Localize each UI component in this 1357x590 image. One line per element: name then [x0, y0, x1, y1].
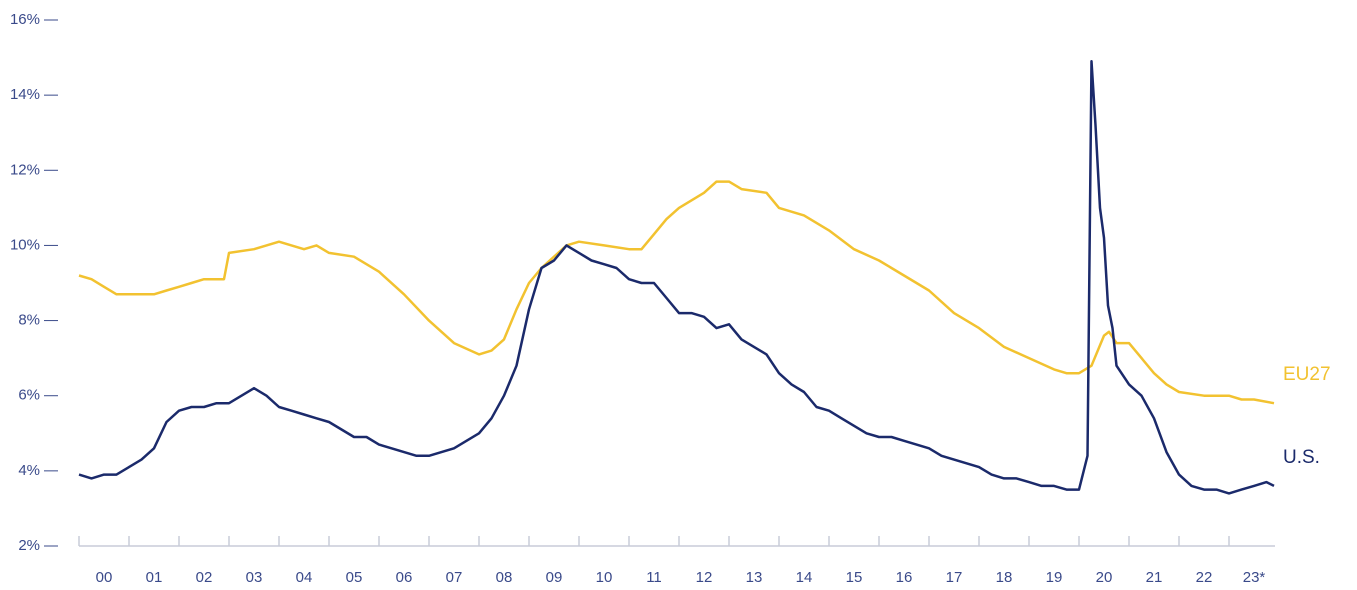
x-tick-label: 19 — [1046, 569, 1063, 586]
x-tick-label: 01 — [146, 569, 163, 586]
y-tick-label: 6% — [18, 387, 40, 404]
x-tick-label: 12 — [696, 569, 713, 586]
y-tick-label: 16% — [10, 11, 40, 28]
x-tick-label: 06 — [396, 569, 413, 586]
x-tick-label: 08 — [496, 569, 513, 586]
y-tick-label: 8% — [18, 312, 40, 329]
x-tick-label: 07 — [446, 569, 463, 586]
x-tick-label: 05 — [346, 569, 363, 586]
x-tick-label: 17 — [946, 569, 963, 586]
x-tick-label: 23* — [1243, 569, 1266, 586]
x-tick-label: 21 — [1146, 569, 1163, 586]
x-tick-label: 13 — [746, 569, 763, 586]
x-tick-label: 15 — [846, 569, 863, 586]
y-tick-label: 4% — [18, 462, 40, 479]
x-tick-label: 20 — [1096, 569, 1113, 586]
x-tick-label: 11 — [646, 569, 662, 586]
y-tick-label: 12% — [10, 161, 40, 178]
series-label: U.S. — [1283, 447, 1320, 468]
x-tick-label: 10 — [596, 569, 613, 586]
x-tick-label: 09 — [546, 569, 563, 586]
x-tick-label: 02 — [196, 569, 213, 586]
x-tick-label: 16 — [896, 569, 913, 586]
x-tick-label: 00 — [96, 569, 113, 586]
x-tick-label: 22 — [1196, 569, 1213, 586]
x-tick-label: 03 — [246, 569, 263, 586]
series-line — [78, 60, 1275, 495]
series-line — [78, 180, 1275, 405]
y-tick-label: 14% — [10, 86, 40, 103]
x-tick-label: 04 — [296, 569, 313, 586]
x-tick-label: 18 — [996, 569, 1013, 586]
y-tick-label: 2% — [18, 537, 40, 554]
x-tick-label: 14 — [796, 569, 813, 586]
y-tick-label: 10% — [10, 236, 40, 253]
series-label: EU27 — [1283, 364, 1331, 385]
